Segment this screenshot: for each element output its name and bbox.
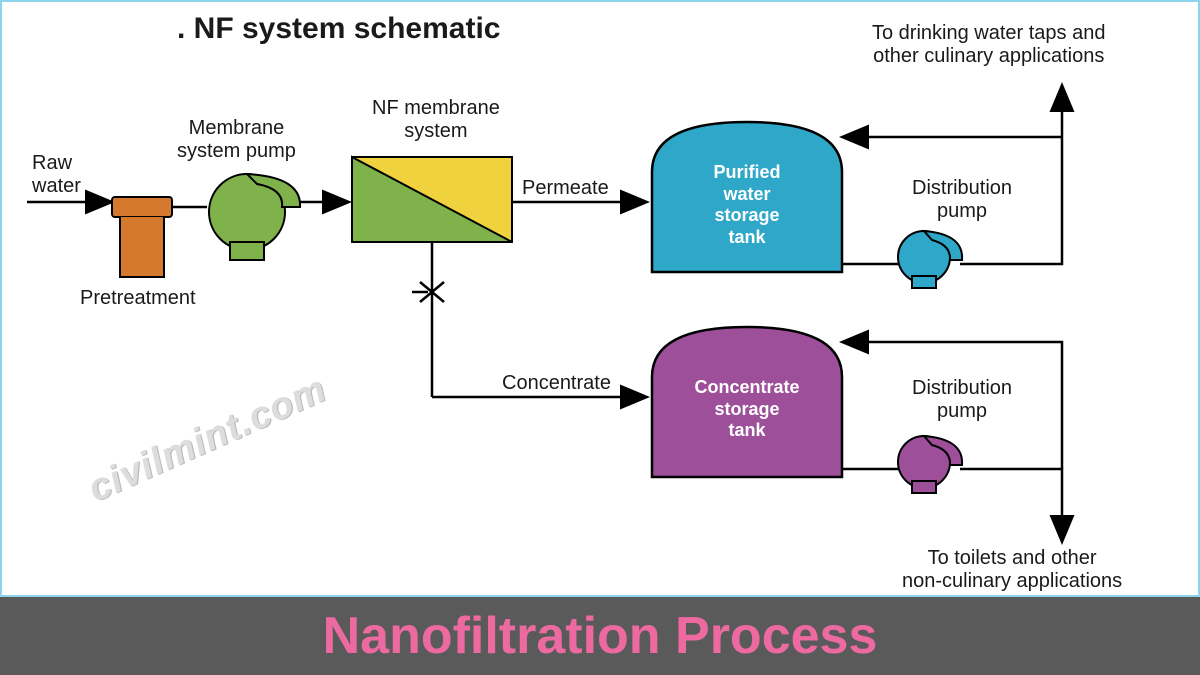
- node-membrane-pump: [209, 174, 300, 260]
- footer-bar: Nanofiltration Process: [0, 597, 1200, 675]
- label-concentrate: Concentrate: [502, 372, 611, 395]
- label-to-toilets: To toilets and othernon-culinary applica…: [902, 547, 1122, 593]
- node-pump-bot: [842, 436, 962, 493]
- node-nf-membrane: [352, 157, 512, 242]
- footer-title: Nanofiltration Process: [323, 606, 878, 666]
- edge-pump-top-out: [844, 87, 1062, 264]
- label-permeate: Permeate: [522, 177, 609, 200]
- label-raw-water: Rawwater: [32, 152, 81, 198]
- node-pump-top: [842, 231, 962, 288]
- diagram-frame: . NF system schematic: [0, 0, 1200, 597]
- label-membrane-pump: Membranesystem pump: [177, 117, 296, 163]
- tank-concentrate-label: Concentratestoragetank: [682, 377, 812, 442]
- node-pretreatment: [112, 197, 172, 277]
- tank-purified-label: Purifiedwaterstoragetank: [692, 162, 802, 248]
- label-nf-membrane: NF membranesystem: [372, 97, 500, 143]
- label-pretreatment: Pretreatment: [80, 287, 196, 310]
- edge-pump-bot-out: [844, 342, 1062, 540]
- label-dist-pump-top: Distributionpump: [912, 177, 1012, 223]
- label-dist-pump-bot: Distributionpump: [912, 377, 1012, 423]
- label-to-drinking: To drinking water taps andother culinary…: [872, 22, 1105, 68]
